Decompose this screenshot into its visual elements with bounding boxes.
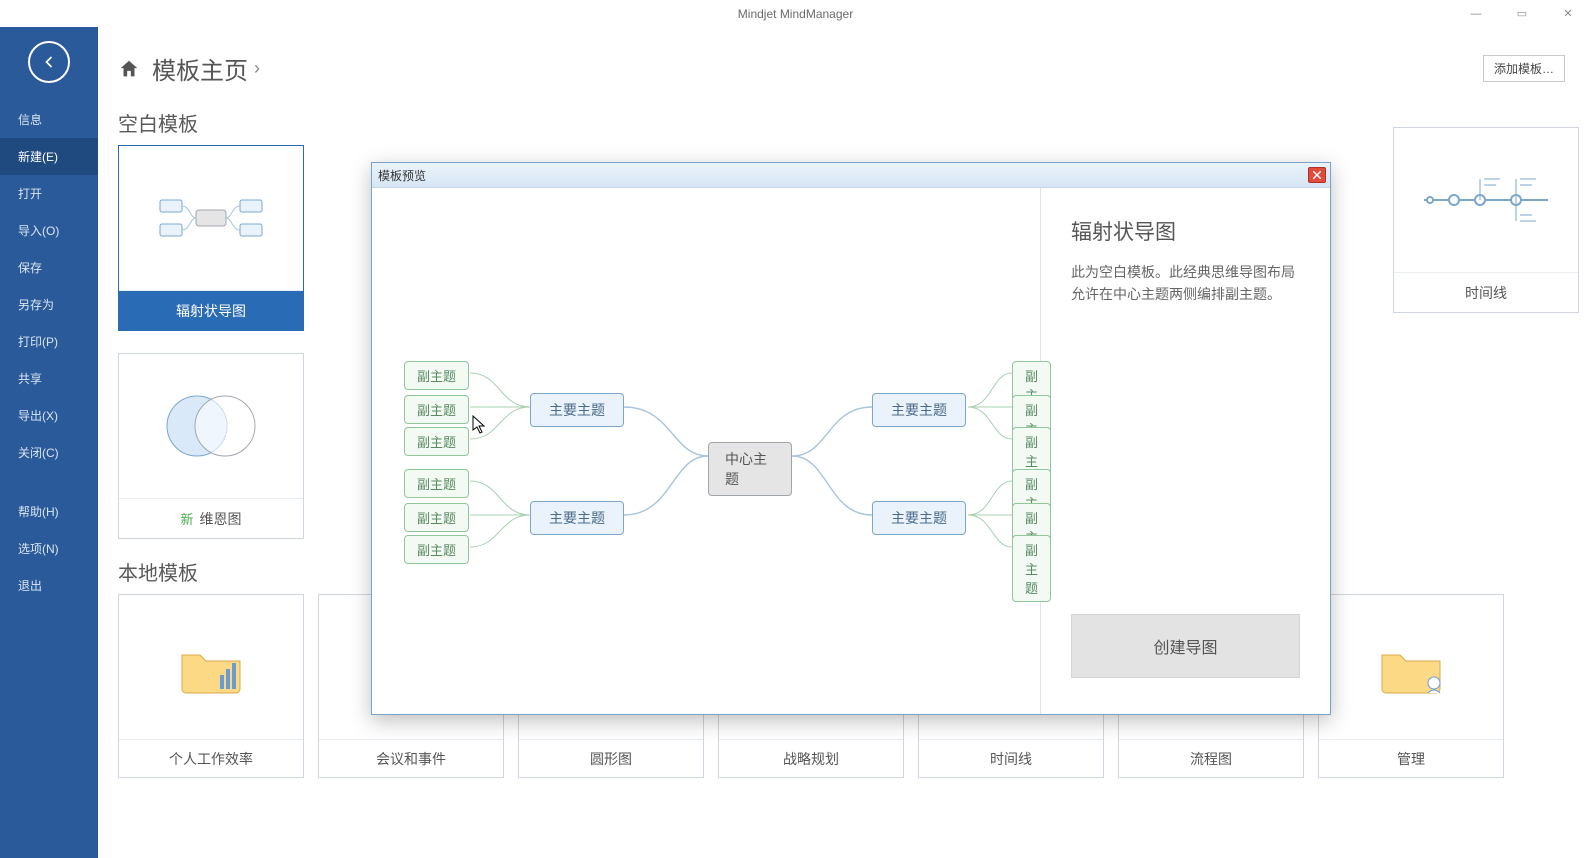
mindmap-main-node: 主要主题 <box>872 501 966 535</box>
maximize-button[interactable]: ▭ <box>1499 0 1545 27</box>
mindmap-sub-node: 副主题 <box>404 427 469 456</box>
minimize-button[interactable]: — <box>1453 0 1499 27</box>
mindmap-center-node: 中心主题 <box>708 442 792 496</box>
preview-pane: 中心主题 主要主题 主要主题 主要主题 主要主题 副主题 副主题 副主题 副主题… <box>372 188 1040 714</box>
sidebar-item-info[interactable]: 信息 <box>0 101 98 138</box>
page-header: 模板主页 › 添加模板… <box>98 27 1591 94</box>
preview-info-description: 此为空白模板。此经典思维导图布局允许在中心主题两侧编排副主题。 <box>1071 262 1300 305</box>
dialog-titlebar: 模板预览 <box>372 163 1330 188</box>
sidebar-item-export[interactable]: 导出(X) <box>0 397 98 434</box>
dialog-title: 模板预览 <box>378 167 426 184</box>
main-content: 模板主页 › 添加模板… 空白模板 辐射状导图 <box>98 27 1591 858</box>
info-pane: 辐射状导图 此为空白模板。此经典思维导图布局允许在中心主题两侧编排副主题。 创建… <box>1040 188 1330 714</box>
mindmap-sub-node: 副主题 <box>404 361 469 390</box>
template-label: 圆形图 <box>519 739 703 777</box>
app-title: Mindjet MindManager <box>738 7 853 21</box>
template-label: 辐射状导图 <box>119 290 303 330</box>
template-card-personal[interactable]: 个人工作效率 <box>118 594 304 778</box>
sidebar-item-share[interactable]: 共享 <box>0 360 98 397</box>
create-map-button[interactable]: 创建导图 <box>1071 614 1300 678</box>
template-label: 新 维恩图 <box>119 498 303 538</box>
mindmap-main-node: 主要主题 <box>530 393 624 427</box>
template-card-timeline[interactable]: 时间线 <box>1393 127 1579 313</box>
back-button[interactable] <box>28 41 70 83</box>
sidebar-item-help[interactable]: 帮助(H) <box>0 493 98 530</box>
template-thumb <box>119 354 303 498</box>
mindmap-sub-node: 副主题 <box>404 469 469 498</box>
mindmap-connectors <box>372 188 1040 715</box>
dialog-close-button[interactable] <box>1308 167 1326 183</box>
template-label: 个人工作效率 <box>119 739 303 777</box>
template-label: 时间线 <box>1394 272 1578 312</box>
template-label: 管理 <box>1319 739 1503 777</box>
template-label: 会议和事件 <box>319 739 503 777</box>
mindmap-sub-node: 副主题 <box>404 503 469 532</box>
sidebar-item-exit[interactable]: 退出 <box>0 567 98 604</box>
titlebar: Mindjet MindManager — ▭ ✕ <box>0 0 1591 27</box>
template-label: 战略规划 <box>719 739 903 777</box>
template-label: 流程图 <box>1119 739 1303 777</box>
breadcrumb-arrow-icon: › <box>254 58 260 79</box>
template-card-manage[interactable]: 管理 <box>1318 594 1504 778</box>
template-card-venn[interactable]: 新 维恩图 <box>118 353 304 539</box>
sidebar-item-options[interactable]: 选项(N) <box>0 530 98 567</box>
arrow-left-icon <box>39 52 59 72</box>
sidebar: 信息 新建(E) 打开 导入(O) 保存 另存为 打印(P) 共享 导出(X) … <box>0 27 98 858</box>
template-thumb <box>119 595 303 739</box>
sidebar-item-closefile[interactable]: 关闭(C) <box>0 434 98 471</box>
mindmap-main-node: 主要主题 <box>530 501 624 535</box>
close-window-button[interactable]: ✕ <box>1545 0 1591 27</box>
preview-info-title: 辐射状导图 <box>1071 216 1300 246</box>
home-icon <box>118 58 140 80</box>
sidebar-item-saveas[interactable]: 另存为 <box>0 286 98 323</box>
mindmap-preview: 中心主题 主要主题 主要主题 主要主题 主要主题 副主题 副主题 副主题 副主题… <box>372 188 1040 714</box>
sidebar-item-open[interactable]: 打开 <box>0 175 98 212</box>
template-thumb <box>1319 595 1503 739</box>
template-thumb <box>119 146 303 290</box>
sidebar-item-new[interactable]: 新建(E) <box>0 138 98 175</box>
sidebar-item-print[interactable]: 打印(P) <box>0 323 98 360</box>
template-card-radial[interactable]: 辐射状导图 <box>118 145 304 331</box>
add-template-button[interactable]: 添加模板… <box>1483 55 1565 82</box>
new-badge: 新 <box>180 509 193 528</box>
mindmap-sub-node: 副主题 <box>404 395 469 424</box>
window-controls: — ▭ ✕ <box>1453 0 1591 27</box>
close-icon <box>1313 171 1321 179</box>
sidebar-item-save[interactable]: 保存 <box>0 249 98 286</box>
template-label: 时间线 <box>919 739 1103 777</box>
template-preview-dialog: 模板预览 <box>371 162 1331 715</box>
mindmap-sub-node: 副主题 <box>1012 535 1051 602</box>
mindmap-main-node: 主要主题 <box>872 393 966 427</box>
sidebar-item-import[interactable]: 导入(O) <box>0 212 98 249</box>
template-thumb <box>1394 128 1578 272</box>
section-title-blank: 空白模板 <box>98 94 1591 141</box>
page-title: 模板主页 <box>152 51 248 86</box>
mindmap-sub-node: 副主题 <box>404 535 469 564</box>
template-label-text: 维恩图 <box>200 509 242 529</box>
